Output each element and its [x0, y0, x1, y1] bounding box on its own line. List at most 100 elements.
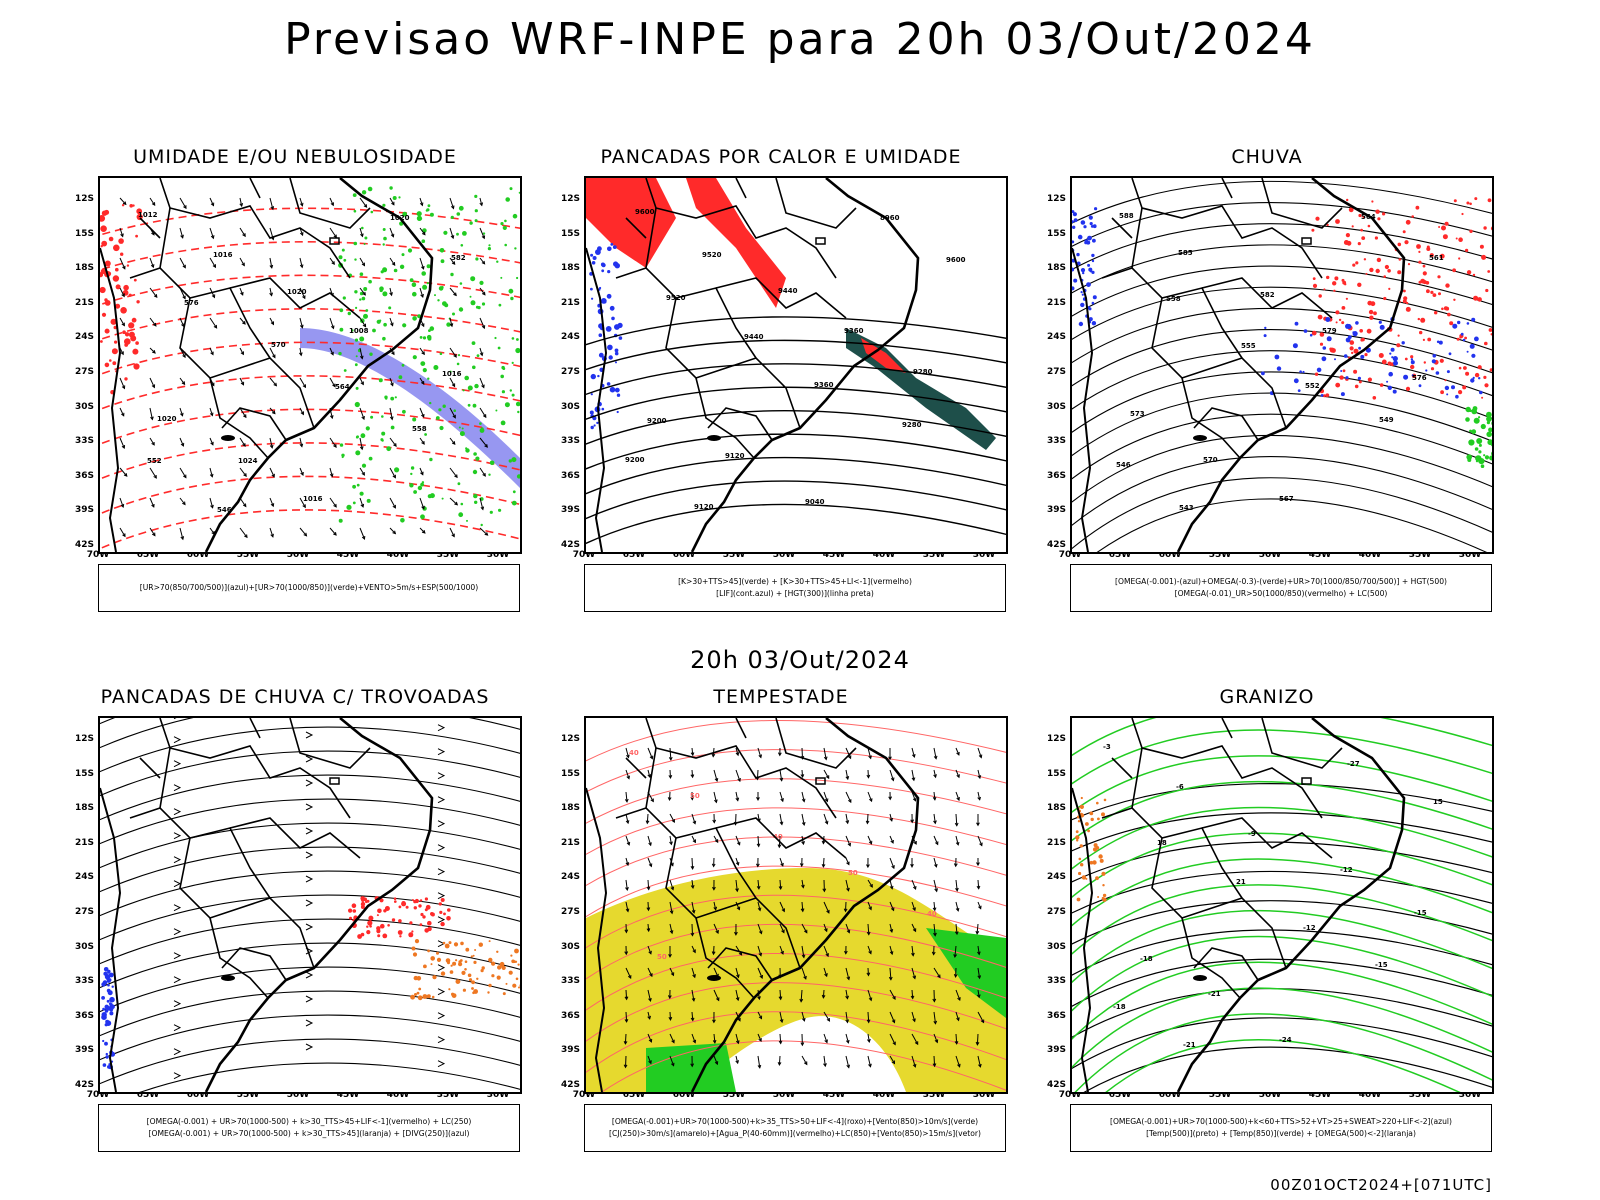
- lon-label: 50W: [1258, 1090, 1282, 1100]
- lat-label: 12S: [74, 194, 94, 204]
- contour-label: 552: [1305, 382, 1320, 390]
- contour-label: 9200: [647, 417, 667, 425]
- lat-label: 15S: [1046, 228, 1066, 239]
- map-canvas: [100, 718, 520, 1092]
- legend-box: [OMEGA(-0.001)+UR>70(1000-500)+k<60+TTS>…: [1070, 1104, 1492, 1152]
- lon-label: 55W: [1208, 550, 1232, 560]
- contour-label: -18: [1140, 955, 1153, 963]
- contour-label: 9440: [744, 333, 764, 341]
- panel-title: PANCADAS DE CHUVA C/ TROVOADAS: [100, 686, 490, 708]
- lat-label: 24S: [74, 332, 94, 343]
- lon-label: 65W: [1108, 550, 1132, 560]
- contour-label: 576: [1412, 374, 1427, 382]
- lat-label: 15S: [560, 228, 580, 239]
- lat-label: 33S: [1046, 436, 1066, 447]
- legend-box: [K>30+TTS>45](verde) + [K>30+TTS>45+LI<-…: [584, 564, 1006, 612]
- lon-label: 60W: [672, 550, 696, 560]
- contour-label: 546: [217, 506, 232, 514]
- lon-label: 65W: [622, 550, 646, 560]
- lat-label: 36S: [1046, 1010, 1066, 1021]
- lat-label: 30S: [560, 941, 580, 952]
- contour-label: 1016: [442, 370, 462, 378]
- lat-label: 42S: [560, 540, 580, 550]
- lat-label: 21S: [1046, 837, 1066, 848]
- lon-label: 65W: [136, 550, 160, 560]
- contour-label: 1016: [213, 251, 233, 259]
- contour-label: 1020: [157, 415, 177, 423]
- lat-label: 27S: [74, 907, 94, 917]
- lon-label: 30W: [972, 1090, 996, 1100]
- lat-label: 33S: [74, 436, 94, 447]
- lon-label: 40W: [386, 550, 410, 560]
- panel-tempestade: TEMPESTADE 12S 15S 18S 21S 24S 27S 30S 33S 36S 39S…: [546, 686, 1026, 1166]
- lat-label: 33S: [560, 436, 580, 447]
- contour-label: 1008: [349, 327, 369, 335]
- lat-label: 12S: [74, 734, 94, 744]
- lon-label: 70W: [86, 550, 110, 560]
- lon-label: 55W: [236, 1090, 260, 1100]
- legend-line: [Temp(500)](preto) + [Temp(850)](verde) …: [1146, 1129, 1416, 1138]
- lon-label: 50W: [772, 1090, 796, 1100]
- legend-line: [K>30+TTS>45](verde) + [K>30+TTS>45+LI<-…: [678, 577, 912, 586]
- contour-label: 555: [1241, 342, 1256, 350]
- main-title: Previsao WRF-INPE para 20h 03/Out/2024: [284, 14, 1316, 65]
- lon-label: 35W: [1408, 1090, 1432, 1100]
- lon-label: 40W: [872, 1090, 896, 1100]
- lon-label: 35W: [436, 1090, 460, 1100]
- lat-label: 42S: [560, 1080, 580, 1090]
- lon-label: 30W: [1458, 550, 1482, 560]
- legend-box: [OMEGA(-0.001) + UR>70(1000-500) + k>30_…: [98, 1104, 520, 1152]
- lat-label: 18S: [560, 803, 580, 814]
- lat-label: 36S: [1046, 470, 1066, 481]
- legend-line: [OMEGA(-0.001)-(azul)+OMEGA(-0.3)-(verde…: [1115, 577, 1447, 586]
- lon-label: 30W: [486, 550, 510, 560]
- contour-label: -21: [1208, 990, 1221, 998]
- lat-label: 24S: [1046, 332, 1066, 343]
- lon-label: 55W: [722, 550, 746, 560]
- lat-label: 33S: [1046, 976, 1066, 987]
- contour-label: -27: [1347, 760, 1360, 768]
- contour-label: 546: [1116, 461, 1131, 469]
- lat-label: 27S: [560, 367, 580, 377]
- lon-label: 50W: [286, 550, 310, 560]
- map-chuva: 588 585 582 579 576 573 570 567 564 561 558 555 552 5…: [1070, 176, 1494, 554]
- lat-label: 39S: [74, 505, 94, 516]
- contour-label: -12: [1303, 924, 1316, 932]
- lon-label: 70W: [1058, 1090, 1082, 1100]
- contour-label: 1024: [238, 457, 258, 465]
- legend-line: [OMEGA(-0.01)_UR>50(1000/850)(vermelho) …: [1174, 589, 1388, 598]
- panel-pancadas-trovoadas: PANCADAS DE CHUVA C/ TROVOADAS 12S 15S 18S 2…: [60, 686, 540, 1166]
- contour-label: 9360: [844, 327, 864, 335]
- map-canvas: -3 -6 -9 -12 -15 -18 -21 -24 -27 15 18 21 -12 -15 -18 -…: [1072, 718, 1492, 1092]
- lat-label: 39S: [560, 1045, 580, 1056]
- lat-label: 21S: [560, 297, 580, 308]
- lon-label: 60W: [1158, 550, 1182, 560]
- lon-label: 35W: [1408, 550, 1432, 560]
- contour-label: 40: [773, 833, 783, 841]
- map-pancadas-trovoadas: [98, 716, 522, 1094]
- contour-label: 9120: [694, 503, 714, 511]
- contour-label: 40: [927, 910, 937, 918]
- lon-label: 55W: [1208, 1090, 1232, 1100]
- contour-label: 552: [147, 457, 162, 465]
- lat-label: 36S: [560, 470, 580, 481]
- lat-label: 27S: [1046, 907, 1066, 917]
- panel-pancadas-calor: PANCADAS POR CALOR E UMIDADE 12S 15S 18S 21S…: [546, 146, 1026, 626]
- map-canvas: 1012101610201008101610201024101610205825…: [100, 178, 520, 552]
- panel-umidade: UMIDADE E/OU NEBULOSIDADE 12S 15S 18S 21S 24S…: [60, 146, 540, 626]
- lat-label: 21S: [74, 837, 94, 848]
- contour-label: -12: [1340, 866, 1353, 874]
- lat-label: 21S: [560, 837, 580, 848]
- legend-line: [CJ(250)>30m/s](amarelo)+[Agua_P(40-60mm…: [609, 1129, 981, 1138]
- contour-label: 9520: [702, 251, 722, 259]
- contour-label: 543: [1179, 504, 1194, 512]
- footer-timestamp: 00Z01OCT2024+[071UTC]: [1270, 1176, 1492, 1194]
- contour-label: 576: [184, 299, 199, 307]
- lat-label: 15S: [74, 768, 94, 779]
- lat-label: 18S: [1046, 803, 1066, 814]
- lon-label: 70W: [572, 1090, 596, 1100]
- contour-label: 564: [335, 383, 350, 391]
- legend-line: [LIF](cont.azul) + [HGT(300)](linha pret…: [716, 589, 874, 598]
- contour-label: 9600: [946, 256, 966, 264]
- map-pancadas-calor: 9600 9520 9440 9360 9280 9200 9120 9040 8960 9600…: [584, 176, 1008, 554]
